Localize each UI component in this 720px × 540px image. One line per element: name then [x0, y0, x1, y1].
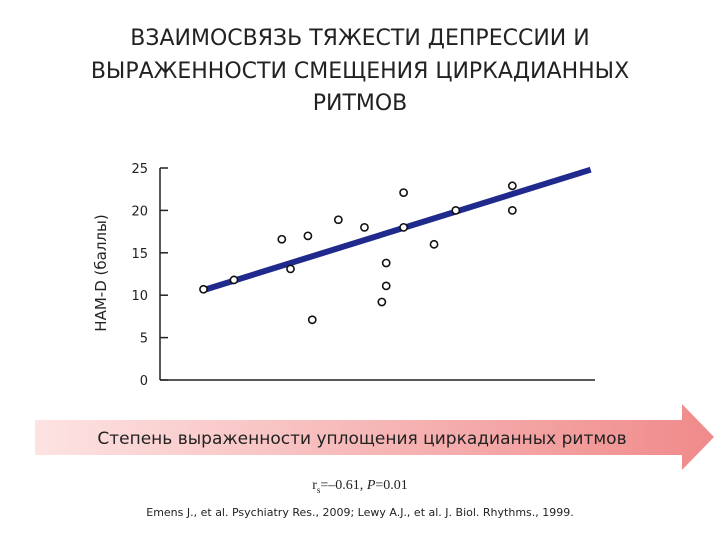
point: [381, 281, 391, 291]
y-tick-label: 0: [140, 374, 148, 389]
point: [277, 234, 287, 244]
arrow-band: [35, 404, 714, 470]
stat-part: s: [317, 485, 321, 495]
x-axis-label: Степень выраженности уплощения циркадиан…: [97, 429, 626, 449]
title-line: РИТМОВ: [313, 91, 408, 116]
point: [429, 239, 439, 249]
point: [199, 284, 208, 294]
point: [451, 205, 461, 215]
citation: Emens J., et al. Psychiatry Res., 2009; …: [146, 506, 574, 519]
point: [303, 231, 313, 241]
stat: rs=–0.61, P=0.01: [312, 478, 408, 495]
trend-line: [202, 166, 592, 293]
point: [507, 205, 517, 215]
title-line: ВЫРАЖЕННОСТИ СМЕЩЕНИЯ ЦИРКАДИАННЫХ: [91, 59, 629, 84]
point: [507, 181, 517, 191]
stat-part: =0.01: [375, 478, 407, 493]
point: [286, 264, 295, 274]
stat-part: r: [312, 478, 317, 493]
point: [333, 215, 343, 225]
point: [399, 222, 408, 232]
y-tick-label: 25: [131, 162, 148, 177]
point: [399, 188, 408, 197]
y-axis-label: HAM-D (баллы): [92, 214, 110, 331]
point: [377, 297, 387, 307]
title-line: ВЗАИМОСВЯЗЬ ТЯЖЕСТИ ДЕПРЕССИИ И: [130, 26, 589, 51]
point: [307, 315, 317, 325]
y-tick-label: 15: [131, 247, 148, 262]
point: [381, 258, 391, 268]
stat-part: P: [366, 478, 376, 493]
point: [229, 275, 239, 285]
y-tick-label: 5: [140, 332, 148, 347]
point: [360, 222, 369, 232]
stat-part: =–0.61,: [320, 478, 366, 493]
y-tick-label: 10: [131, 289, 148, 304]
y-tick-label: 20: [131, 204, 148, 219]
